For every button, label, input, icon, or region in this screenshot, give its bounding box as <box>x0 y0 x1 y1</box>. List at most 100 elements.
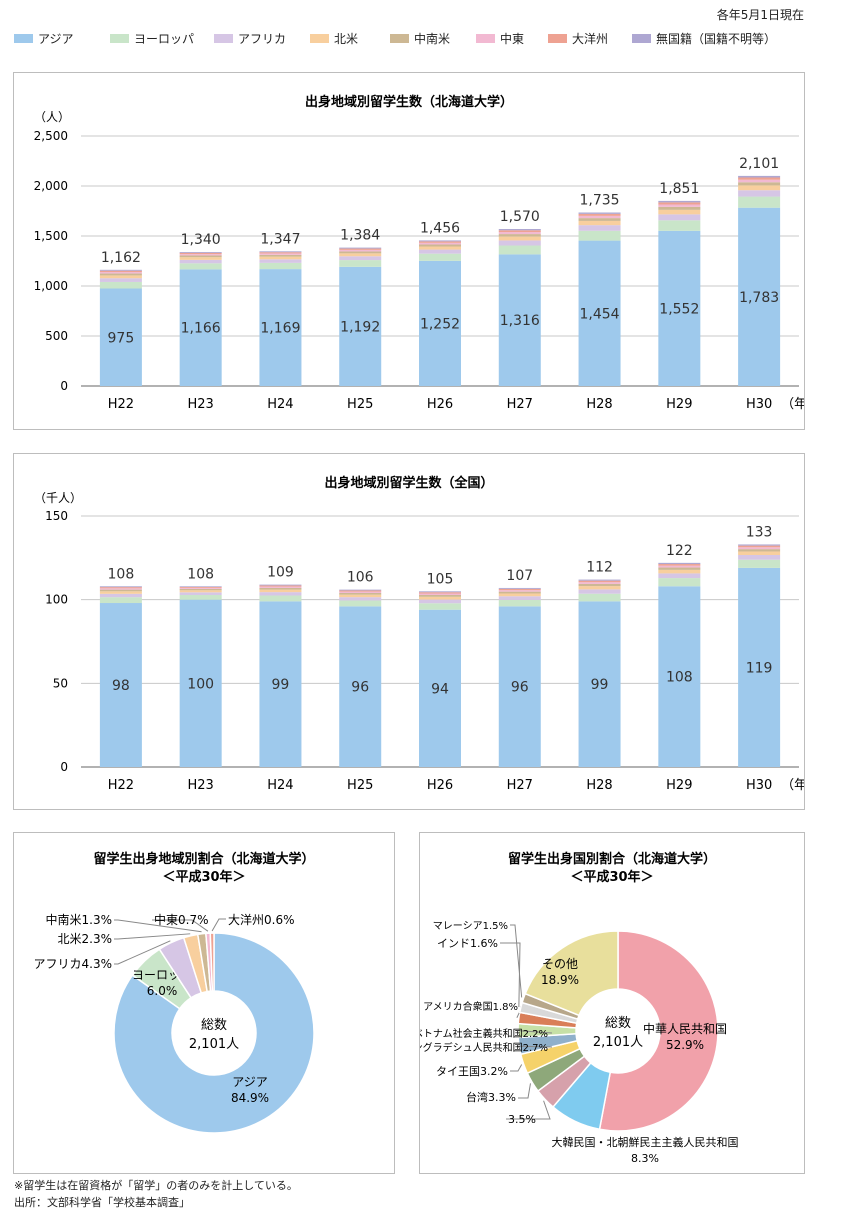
bar-segment <box>259 589 302 593</box>
bar-asia <box>259 601 302 767</box>
slice-name-label: アジア <box>232 1075 268 1089</box>
bar-segment <box>578 582 621 584</box>
bar-segment <box>498 599 541 607</box>
slice-label: マレーシア1.5% <box>433 921 508 932</box>
bar-segment <box>578 583 621 587</box>
donut-center-label: 総数 <box>201 1018 227 1033</box>
slice-label: 台湾3.3% <box>466 1090 516 1104</box>
bar-segment <box>339 251 382 254</box>
chart-legend: アジア ヨーロッパ アフリカ 北米 中南米 中東 大洋州 無国籍（国籍不明等） <box>14 30 854 48</box>
leader-line <box>114 919 202 933</box>
bar-value-label: 96 <box>351 680 369 696</box>
y-tick-label: 150 <box>45 509 68 523</box>
y-tick-label: 2,000 <box>34 179 68 193</box>
bar-value-label: 96 <box>511 680 529 696</box>
bar-value-label: 108 <box>666 670 693 686</box>
bar-segment <box>419 240 461 242</box>
legend-label: 無国籍（国籍不明等） <box>656 32 777 46</box>
x-tick-label: H22 <box>108 397 134 412</box>
leader-line <box>500 942 521 1008</box>
bar-total-label: 1,735 <box>580 193 620 209</box>
x-tick-label: H27 <box>507 778 533 793</box>
chart-title: 出身地域別留学生数（全国） <box>324 475 493 491</box>
slice-label: タイ王国3.2% <box>436 1065 508 1078</box>
bar-value-label: 1,783 <box>739 290 779 306</box>
bar-segment <box>419 241 461 243</box>
bar-segment <box>259 251 302 253</box>
legend-item: アジア <box>14 30 74 46</box>
bar-total-label: 106 <box>347 570 374 586</box>
bar-total-label: 112 <box>586 560 613 576</box>
bar-segment <box>179 586 222 587</box>
x-tick-label: H30 <box>746 778 772 793</box>
legend-item: ヨーロッパ <box>110 30 194 46</box>
bar-chart-national-panel: 出身地域別留学生数（全国） （千人） 0 50 100 150 98 108 H22 100 108… <box>13 453 820 810</box>
bar-segment <box>419 591 461 593</box>
bar-total-label: 1,162 <box>101 250 141 266</box>
legend-swatch <box>390 34 409 43</box>
bar-segment <box>99 269 142 271</box>
bar-segment <box>578 225 621 231</box>
bar-segment <box>498 593 541 597</box>
bar-segment <box>99 275 142 279</box>
bar-segment <box>339 591 382 593</box>
slice-label: アメリカ合衆国1.8% <box>423 1000 518 1013</box>
bar-segment <box>339 260 382 267</box>
donut-slice <box>209 932 215 992</box>
bar-segment <box>578 212 621 214</box>
bar-segment <box>339 589 382 591</box>
bar-segment <box>578 580 621 583</box>
bar-segment <box>578 586 621 590</box>
bar-asia <box>179 599 222 767</box>
x-tick-label: H26 <box>427 778 453 793</box>
slice-label: インド1.6% <box>437 937 498 950</box>
donut-center-value: 2,101人 <box>593 1035 643 1050</box>
leader-line <box>114 933 191 940</box>
slice-label: 中南米1.3% <box>46 912 113 927</box>
bar-segment <box>578 230 621 241</box>
slice-label: 3.5% <box>508 1113 536 1126</box>
leader-line <box>517 1045 553 1048</box>
bar-segment <box>259 586 302 588</box>
bar-segment <box>259 254 302 257</box>
bar-total-label: 1,340 <box>181 232 221 248</box>
slice-name-label: 大韓民国・北朝鮮民主主義人民共和国 <box>552 1135 739 1149</box>
bar-segment <box>498 236 541 241</box>
slice-label: アフリカ4.3% <box>34 957 113 971</box>
bar-segment <box>419 596 461 600</box>
x-tick-label: H30 <box>746 397 772 412</box>
bar-segment <box>99 278 142 282</box>
x-tick-label: H27 <box>507 397 533 412</box>
bar-total-label: 1,851 <box>659 181 699 197</box>
legend-label: アフリカ <box>238 32 287 46</box>
bar-segment <box>179 252 222 253</box>
bar-segment <box>339 600 382 607</box>
legend-swatch <box>310 34 329 43</box>
bar-asia <box>99 288 142 386</box>
bar-segment <box>658 567 701 570</box>
bar-segment <box>419 246 461 250</box>
legend-swatch <box>476 34 495 43</box>
bar-value-label: 99 <box>591 677 609 693</box>
bar-value-label: 975 <box>108 330 135 346</box>
bar-segment <box>738 190 781 197</box>
x-tick-label: H28 <box>586 397 612 412</box>
bar-asia <box>259 269 302 386</box>
x-tick-label: H24 <box>267 778 293 793</box>
bar-segment <box>658 214 701 221</box>
slice-value-label: 18.9% <box>541 973 579 987</box>
x-tick-label: H29 <box>666 778 692 793</box>
slice-name-label: その他 <box>542 957 578 971</box>
bar-segment <box>339 253 382 257</box>
bar-segment <box>498 588 541 591</box>
legend-item: 無国籍（国籍不明等） <box>632 30 776 46</box>
legend-label: 大洋州 <box>572 32 609 46</box>
legend-swatch <box>110 34 129 43</box>
bar-segment <box>419 594 461 597</box>
bar-asia <box>738 567 781 767</box>
bar-value-label: 99 <box>272 677 290 693</box>
bar-segment <box>738 559 781 568</box>
bar-segment <box>738 549 781 552</box>
bar-segment <box>658 204 701 207</box>
donut-center-label: 総数 <box>605 1016 631 1031</box>
